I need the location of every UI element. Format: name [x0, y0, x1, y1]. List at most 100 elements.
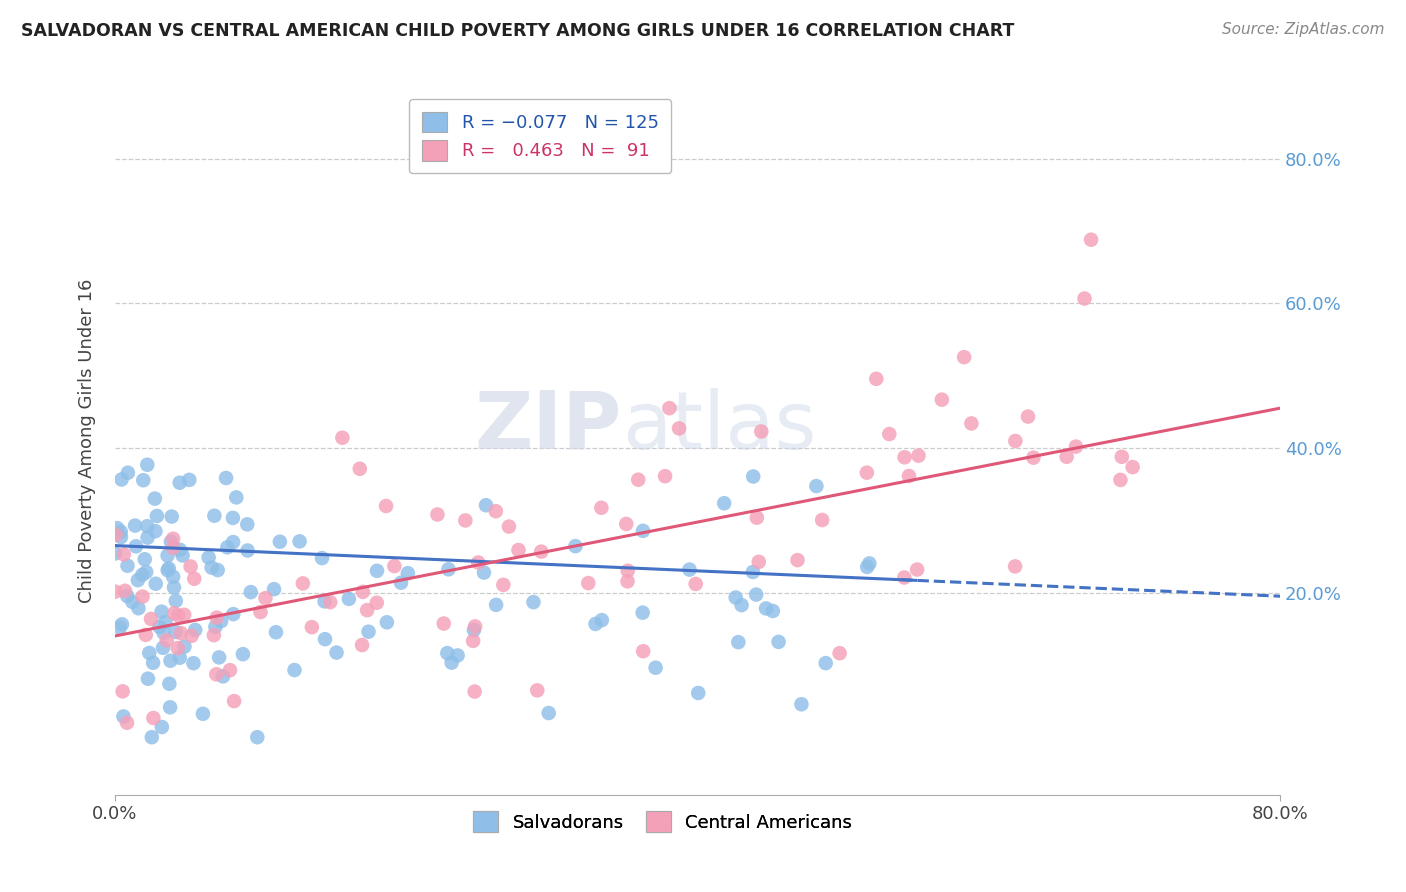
- Point: [141, 730, 163, 744]
- Point: [135, 628, 157, 642]
- Y-axis label: Child Poverty Among Girls Under 16: Child Poverty Among Girls Under 16: [79, 278, 96, 603]
- Point: [724, 591, 747, 605]
- Point: [169, 542, 191, 557]
- Point: [461, 633, 484, 648]
- Point: [110, 473, 132, 487]
- Point: [169, 650, 191, 665]
- Point: [713, 496, 735, 510]
- Point: [183, 656, 205, 670]
- Point: [1022, 450, 1045, 465]
- Point: [135, 565, 157, 579]
- Point: [1080, 233, 1102, 247]
- Point: [301, 620, 323, 634]
- Point: [314, 594, 336, 608]
- Point: [356, 603, 378, 617]
- Point: [150, 605, 173, 619]
- Point: [366, 564, 388, 578]
- Point: [1073, 292, 1095, 306]
- Point: [222, 511, 245, 525]
- Point: [1109, 473, 1132, 487]
- Point: [155, 615, 177, 629]
- Point: [222, 607, 245, 621]
- Point: [205, 610, 228, 624]
- Point: [254, 591, 277, 606]
- Point: [169, 475, 191, 490]
- Point: [138, 646, 160, 660]
- Point: [111, 684, 134, 698]
- Point: [104, 546, 127, 560]
- Point: [585, 617, 607, 632]
- Point: [464, 684, 486, 698]
- Point: [1122, 460, 1144, 475]
- Point: [108, 621, 131, 635]
- Point: [145, 524, 167, 538]
- Point: [768, 635, 790, 649]
- Point: [1064, 440, 1087, 454]
- Point: [217, 541, 239, 555]
- Point: [591, 500, 613, 515]
- Point: [105, 521, 128, 535]
- Point: [426, 508, 449, 522]
- Point: [173, 640, 195, 654]
- Text: atlas: atlas: [621, 387, 817, 466]
- Point: [865, 372, 887, 386]
- Point: [183, 572, 205, 586]
- Point: [131, 590, 153, 604]
- Point: [786, 553, 808, 567]
- Point: [1017, 409, 1039, 424]
- Point: [749, 425, 772, 439]
- Point: [114, 583, 136, 598]
- Point: [485, 504, 508, 518]
- Point: [143, 491, 166, 506]
- Point: [856, 466, 879, 480]
- Point: [745, 510, 768, 524]
- Point: [897, 469, 920, 483]
- Point: [616, 574, 638, 589]
- Point: [631, 644, 654, 658]
- Point: [537, 706, 560, 720]
- Point: [136, 672, 159, 686]
- Point: [225, 491, 247, 505]
- Point: [172, 549, 194, 563]
- Point: [117, 589, 139, 603]
- Point: [148, 620, 170, 634]
- Point: [263, 582, 285, 597]
- Point: [893, 570, 915, 584]
- Point: [396, 566, 419, 581]
- Point: [205, 667, 228, 681]
- Point: [110, 530, 132, 544]
- Point: [960, 417, 983, 431]
- Point: [117, 558, 139, 573]
- Point: [219, 663, 242, 677]
- Point: [117, 466, 139, 480]
- Point: [688, 686, 710, 700]
- Point: [678, 563, 700, 577]
- Point: [180, 629, 202, 643]
- Point: [115, 715, 138, 730]
- Point: [352, 585, 374, 599]
- Point: [163, 581, 186, 595]
- Point: [576, 576, 599, 591]
- Point: [907, 449, 929, 463]
- Point: [806, 479, 828, 493]
- Point: [232, 647, 254, 661]
- Point: [111, 617, 134, 632]
- Point: [159, 700, 181, 714]
- Point: [127, 601, 149, 615]
- Legend: Salvadorans, Central Americans: Salvadorans, Central Americans: [465, 804, 859, 839]
- Point: [654, 469, 676, 483]
- Point: [136, 531, 159, 545]
- Point: [145, 576, 167, 591]
- Point: [163, 606, 186, 620]
- Point: [879, 427, 901, 442]
- Point: [325, 646, 347, 660]
- Point: [727, 635, 749, 649]
- Point: [204, 620, 226, 634]
- Point: [440, 656, 463, 670]
- Point: [152, 640, 174, 655]
- Point: [658, 401, 681, 416]
- Point: [112, 547, 135, 561]
- Point: [1004, 559, 1026, 574]
- Point: [644, 661, 666, 675]
- Point: [202, 628, 225, 642]
